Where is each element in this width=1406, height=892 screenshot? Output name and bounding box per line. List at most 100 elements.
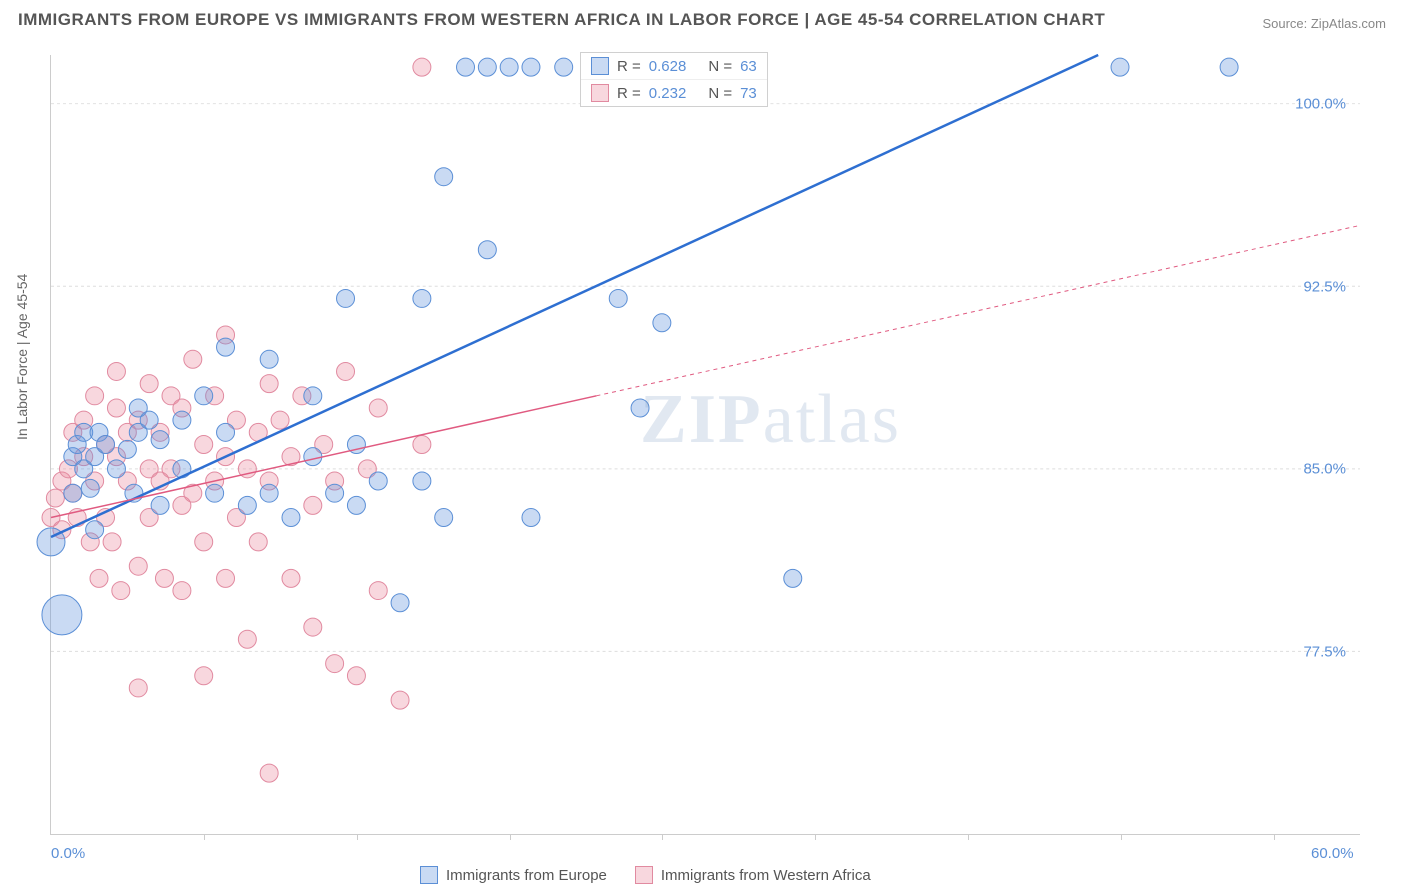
data-point xyxy=(103,533,121,551)
data-point xyxy=(555,58,573,76)
data-point xyxy=(500,58,518,76)
data-point xyxy=(46,489,64,507)
data-point xyxy=(118,440,136,458)
data-point xyxy=(369,582,387,600)
x-minor-tick xyxy=(1274,834,1275,840)
data-point xyxy=(413,472,431,490)
data-point xyxy=(282,569,300,587)
data-point xyxy=(631,399,649,417)
r-label: R = xyxy=(617,58,641,75)
x-minor-tick xyxy=(357,834,358,840)
swatch-europe-icon xyxy=(591,57,609,75)
data-point xyxy=(347,667,365,685)
plot-area: 77.5%85.0%92.5%100.0%0.0%60.0% xyxy=(50,55,1360,835)
data-point xyxy=(260,350,278,368)
data-point xyxy=(129,557,147,575)
data-point xyxy=(107,399,125,417)
x-tick-label: 0.0% xyxy=(51,845,85,862)
correlation-legend: R = 0.628 N = 63 R = 0.232 N = 73 xyxy=(580,52,768,107)
n-label: N = xyxy=(708,58,732,75)
data-point xyxy=(304,618,322,636)
data-point xyxy=(238,630,256,648)
source-attribution: Source: ZipAtlas.com xyxy=(1262,16,1386,31)
data-point xyxy=(260,375,278,393)
y-tick-label: 92.5% xyxy=(1303,278,1346,295)
data-point xyxy=(271,411,289,429)
chart-svg xyxy=(51,55,1360,834)
data-point xyxy=(173,411,191,429)
data-point xyxy=(653,314,671,332)
data-point xyxy=(1111,58,1129,76)
data-point xyxy=(217,338,235,356)
source-name: ZipAtlas.com xyxy=(1311,16,1386,31)
data-point xyxy=(151,431,169,449)
r-value-wafrica: 0.232 xyxy=(649,85,687,102)
data-point xyxy=(195,387,213,405)
data-point xyxy=(522,58,540,76)
data-point xyxy=(86,521,104,539)
data-point xyxy=(478,58,496,76)
data-point xyxy=(304,387,322,405)
data-point xyxy=(784,569,802,587)
data-point xyxy=(217,423,235,441)
data-point xyxy=(413,58,431,76)
data-point xyxy=(391,691,409,709)
data-point xyxy=(195,667,213,685)
data-point xyxy=(413,436,431,454)
data-point xyxy=(457,58,475,76)
data-point xyxy=(249,533,267,551)
source-label: Source: xyxy=(1262,16,1310,31)
y-tick-label: 85.0% xyxy=(1303,461,1346,478)
correlation-row-europe: R = 0.628 N = 63 xyxy=(581,53,767,79)
data-point xyxy=(90,569,108,587)
data-point xyxy=(260,764,278,782)
data-point xyxy=(140,375,158,393)
n-value-europe: 63 xyxy=(740,58,757,75)
n-label: N = xyxy=(708,85,732,102)
data-point xyxy=(107,362,125,380)
data-point xyxy=(206,484,224,502)
data-point xyxy=(326,655,344,673)
x-minor-tick xyxy=(1121,834,1122,840)
data-point xyxy=(151,496,169,514)
x-minor-tick xyxy=(968,834,969,840)
swatch-wafrica-icon xyxy=(635,866,653,884)
data-point xyxy=(140,411,158,429)
data-point xyxy=(238,496,256,514)
x-minor-tick xyxy=(662,834,663,840)
data-point xyxy=(129,679,147,697)
correlation-row-wafrica: R = 0.232 N = 73 xyxy=(581,79,767,106)
data-point xyxy=(478,241,496,259)
n-value-wafrica: 73 xyxy=(740,85,757,102)
x-minor-tick xyxy=(204,834,205,840)
data-point xyxy=(326,484,344,502)
y-tick-label: 100.0% xyxy=(1295,95,1346,112)
legend-label-wafrica: Immigrants from Western Africa xyxy=(661,867,871,884)
data-point xyxy=(86,387,104,405)
x-minor-tick xyxy=(510,834,511,840)
data-point xyxy=(337,362,355,380)
data-point xyxy=(304,496,322,514)
data-point xyxy=(81,479,99,497)
data-point xyxy=(369,399,387,417)
data-point xyxy=(435,168,453,186)
data-point xyxy=(522,509,540,527)
data-point xyxy=(347,496,365,514)
legend-item-wafrica: Immigrants from Western Africa xyxy=(635,866,871,884)
data-point xyxy=(42,595,82,635)
data-point xyxy=(435,509,453,527)
x-minor-tick xyxy=(815,834,816,840)
data-point xyxy=(337,289,355,307)
data-point xyxy=(112,582,130,600)
legend-label-europe: Immigrants from Europe xyxy=(446,867,607,884)
data-point xyxy=(1220,58,1238,76)
data-point xyxy=(369,472,387,490)
data-point xyxy=(64,484,82,502)
swatch-europe-icon xyxy=(420,866,438,884)
chart-title: IMMIGRANTS FROM EUROPE VS IMMIGRANTS FRO… xyxy=(18,10,1105,30)
data-point xyxy=(413,289,431,307)
legend-item-europe: Immigrants from Europe xyxy=(420,866,607,884)
r-value-europe: 0.628 xyxy=(649,58,687,75)
data-point xyxy=(195,436,213,454)
data-point xyxy=(260,484,278,502)
